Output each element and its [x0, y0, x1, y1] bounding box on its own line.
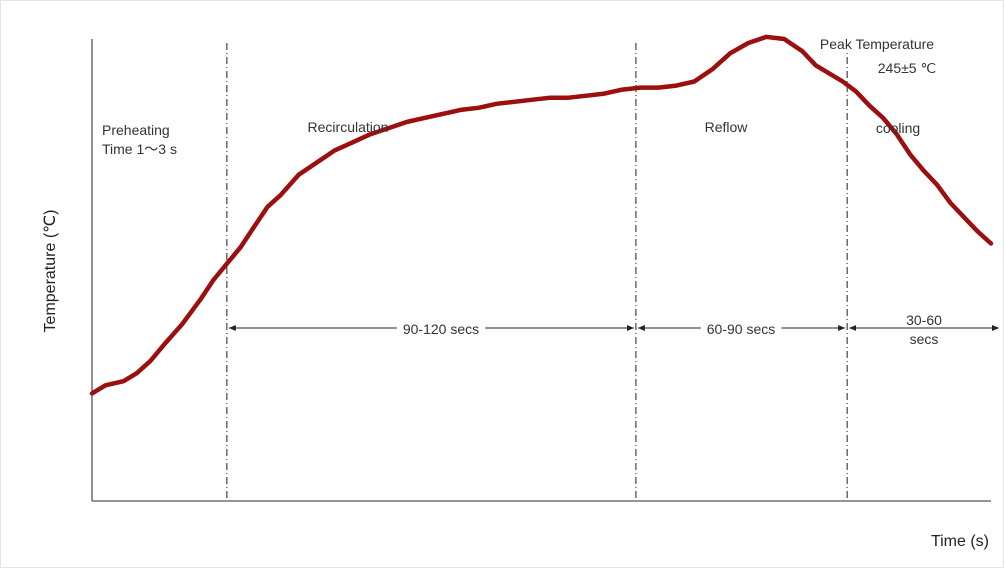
phase-label-recirculation: Recirculation: [308, 119, 389, 135]
y-axis-title: Temperature (℃): [42, 210, 59, 333]
duration-label-recirculation: 90-120 secs: [403, 321, 479, 337]
temperature-curve: [89, 34, 994, 396]
peak-temperature-label: Peak Temperature: [820, 36, 934, 52]
duration-label-reflow: 60-90 secs: [707, 321, 775, 337]
peak-temperature-value: 245±5 ℃: [878, 60, 936, 76]
phase-label-preheating: Preheating: [102, 122, 170, 138]
phase-label-reflow: Reflow: [705, 119, 749, 135]
x-axis-title: Time (s): [931, 533, 989, 550]
duration-label-cooling-line2: secs: [910, 331, 939, 347]
phase-detail-preheating: Time 1～3 s: [102, 141, 177, 157]
duration-label-cooling-line1: 30-60: [906, 312, 942, 328]
phase-boundaries: [226, 43, 848, 501]
phase-label-cooling: cooling: [876, 120, 920, 136]
